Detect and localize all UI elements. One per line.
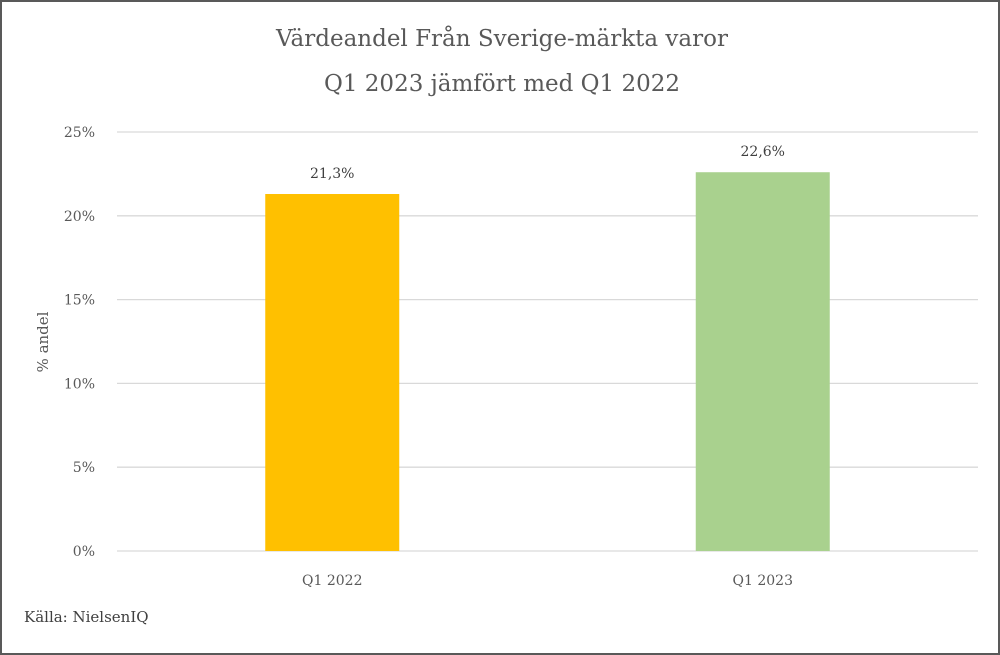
- data-label: 21,3%: [310, 166, 354, 182]
- y-axis-label: % andel: [34, 311, 52, 372]
- bar: [695, 172, 830, 551]
- y-tick-label: 10%: [64, 376, 95, 392]
- y-tick-label: 0%: [73, 544, 95, 560]
- x-tick-label: Q1 2022: [302, 573, 362, 589]
- x-tick-label: Q1 2023: [733, 573, 793, 589]
- data-label: 22,6%: [741, 144, 785, 160]
- chart-title: Värdeandel Från Sverige-märkta varor: [276, 26, 728, 52]
- chart-subtitle: Q1 2023 jämfört med Q1 2022: [324, 71, 680, 97]
- y-tick-label: 5%: [73, 460, 95, 476]
- y-tick-label: 15%: [64, 293, 95, 309]
- y-tick-label: 25%: [64, 125, 95, 141]
- y-tick-label: 20%: [64, 209, 95, 225]
- bar: [265, 194, 400, 551]
- source-note: Källa: NielsenIQ: [24, 608, 149, 626]
